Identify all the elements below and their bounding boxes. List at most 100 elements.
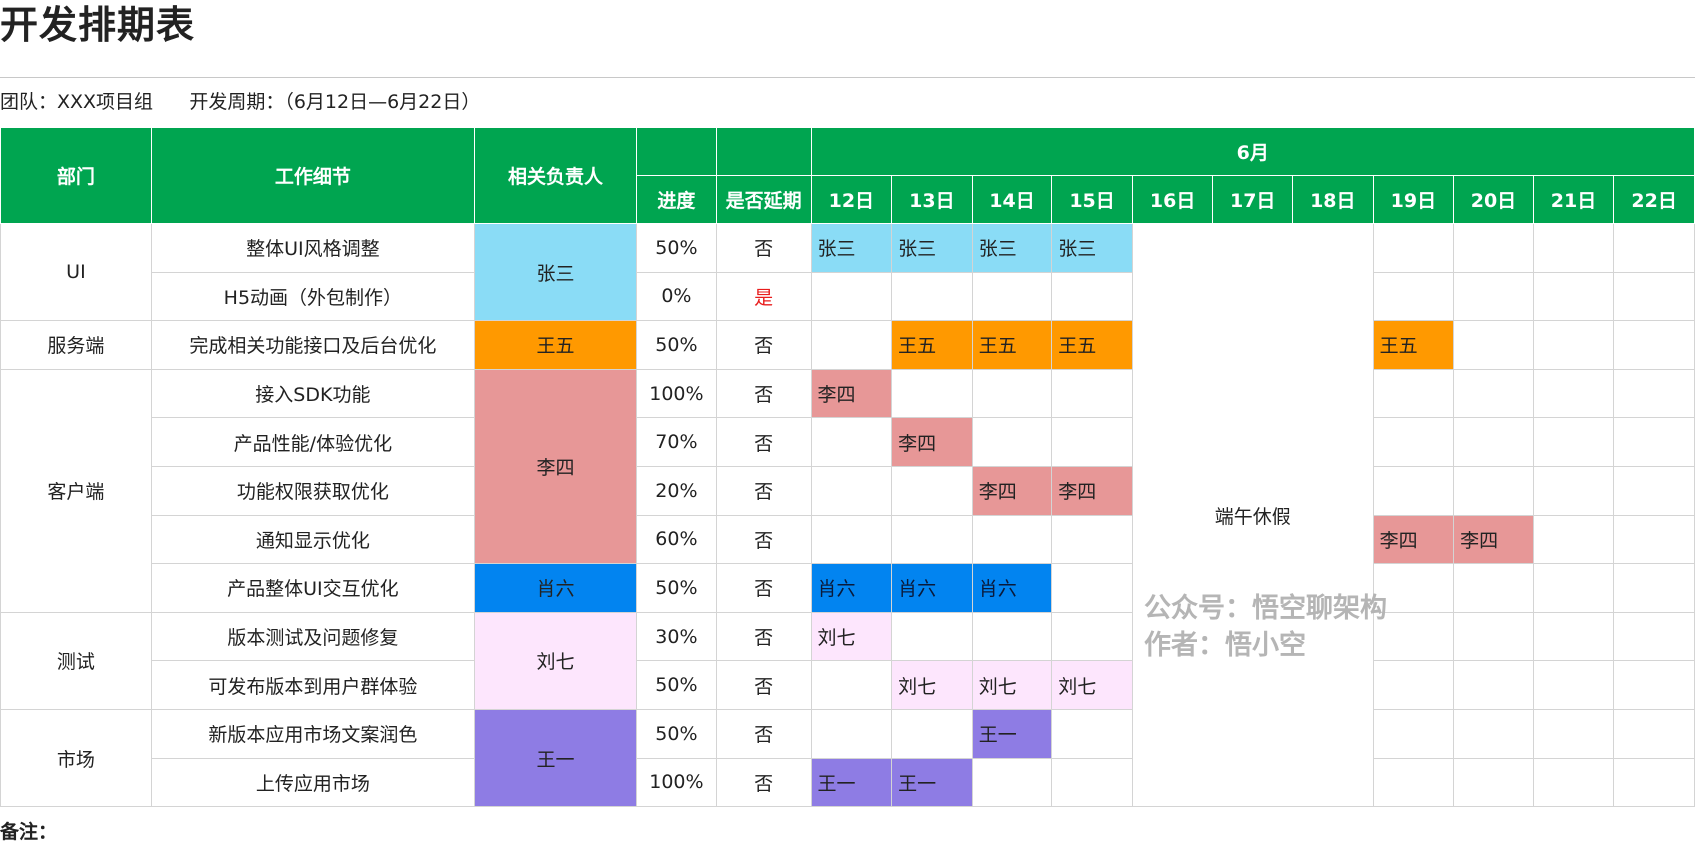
- day-cell: [971, 757, 1053, 808]
- delay-cell: 否: [715, 514, 812, 565]
- day-cell: [1372, 271, 1455, 322]
- day-cell: [1532, 757, 1615, 808]
- day-cell: [1051, 611, 1133, 662]
- delay-cell: 否: [715, 660, 812, 710]
- header-owner: 相关负责人: [473, 127, 638, 224]
- task-cell: 通知显示优化: [150, 514, 475, 565]
- delay-cell: 否: [715, 611, 812, 662]
- header-day: 14日: [971, 175, 1053, 224]
- day-cell: [891, 514, 973, 565]
- header-task: 工作细节: [150, 127, 475, 224]
- dept-cell: 市场: [0, 708, 152, 808]
- project-info: 团队：XXX项目组 开发周期：（6月12日—6月22日）: [0, 90, 480, 114]
- assignment-cell: 刘七: [810, 611, 893, 662]
- header-day: 19日: [1372, 175, 1455, 224]
- day-cell: [891, 611, 973, 662]
- assignment-cell: 李四: [971, 465, 1053, 516]
- day-cell: [1613, 417, 1695, 467]
- holiday-cell: 端午休假: [1131, 222, 1374, 808]
- day-cell: [1613, 320, 1695, 370]
- day-cell: [1372, 368, 1455, 419]
- day-cell: [810, 708, 893, 759]
- day-cell: [1613, 271, 1695, 322]
- day-cell: [1372, 708, 1455, 759]
- progress-cell: 20%: [636, 465, 717, 516]
- assignment-cell: 王一: [891, 757, 973, 808]
- task-cell: 整体UI风格调整: [150, 223, 475, 273]
- header-day: 18日: [1292, 175, 1374, 224]
- header-blank-progress: [636, 127, 717, 176]
- header-progress: 进度: [636, 175, 717, 224]
- day-cell: [1613, 223, 1695, 273]
- day-cell: [891, 368, 973, 419]
- day-cell: [1532, 320, 1615, 370]
- delay-cell: 否: [715, 465, 812, 516]
- day-cell: [1453, 271, 1534, 322]
- dept-cell: 测试: [0, 611, 152, 710]
- day-cell: [1613, 660, 1695, 710]
- table-row: H5动画（外包制作） 0% 是: [1, 271, 1695, 322]
- progress-cell: 50%: [636, 708, 717, 759]
- header-delay: 是否延期: [715, 175, 812, 224]
- title-divider: [0, 77, 1695, 78]
- day-cell: [1051, 368, 1133, 419]
- assignment-cell: 张三: [810, 223, 893, 273]
- day-cell: [1453, 660, 1534, 710]
- task-cell: 版本测试及问题修复: [150, 611, 475, 662]
- day-cell: [1532, 660, 1615, 710]
- day-cell: [810, 320, 893, 370]
- assignment-cell: 李四: [810, 368, 893, 419]
- progress-cell: 60%: [636, 514, 717, 565]
- table-row: 测试 版本测试及问题修复 刘七 30% 否刘七: [0, 611, 1695, 710]
- delay-cell: 否: [715, 320, 812, 370]
- day-cell: [1453, 368, 1534, 419]
- owner-cell: 李四: [473, 368, 638, 565]
- day-cell: [891, 708, 973, 759]
- day-cell: [891, 465, 973, 516]
- progress-cell: 70%: [636, 417, 717, 467]
- table-row: 客户端 接入SDK功能 李四 100% 否李四: [0, 368, 1695, 613]
- task-cell: 新版本应用市场文案润色: [150, 708, 475, 759]
- assignment-cell: 肖六: [971, 563, 1053, 613]
- info-spacer: [153, 91, 189, 113]
- day-cell: [1613, 563, 1695, 613]
- header-day: 22日: [1613, 175, 1695, 224]
- owner-cell: 刘七: [473, 611, 638, 710]
- assignment-cell: 王五: [971, 320, 1053, 370]
- assignment-cell: 李四: [891, 417, 973, 467]
- table-row: 功能权限获取优化 20% 否 李四 李四: [1, 465, 1695, 516]
- assignment-cell: 王五: [1051, 320, 1133, 370]
- progress-cell: 50%: [636, 563, 717, 613]
- day-cell: [1613, 514, 1695, 565]
- day-cell: [810, 514, 893, 565]
- task-cell: 完成相关功能接口及后台优化: [150, 320, 475, 370]
- delay-cell: 否: [715, 757, 812, 808]
- progress-cell: 100%: [636, 368, 717, 419]
- day-cell: [1453, 563, 1534, 613]
- owner-cell: 肖六: [473, 563, 638, 613]
- table-row: 可发布版本到用户群体验 50% 否刘七 刘七 刘七: [1, 660, 1695, 710]
- task-cell: 可发布版本到用户群体验: [150, 660, 475, 710]
- progress-cell: 100%: [636, 757, 717, 808]
- assignment-cell: 王一: [810, 757, 893, 808]
- header-day: 20日: [1453, 175, 1534, 224]
- progress-cell: 50%: [636, 320, 717, 370]
- day-cell: [810, 417, 893, 467]
- day-cell: [1613, 757, 1695, 808]
- owner-cell: 王五: [473, 320, 638, 370]
- day-cell: [1532, 563, 1615, 613]
- delay-cell: 否: [715, 563, 812, 613]
- assignment-cell: 张三: [1051, 223, 1133, 273]
- day-cell: [1532, 271, 1615, 322]
- header-blank-delay: [715, 127, 812, 176]
- day-cell: [1532, 611, 1615, 662]
- task-cell: 产品性能/体验优化: [150, 417, 475, 467]
- assignment-cell: 肖六: [891, 563, 973, 613]
- day-cell: [810, 465, 893, 516]
- progress-cell: 50%: [636, 223, 717, 273]
- header-day: 21日: [1532, 175, 1615, 224]
- day-cell: [971, 417, 1053, 467]
- period-label: 开发周期：（6月12日—6月22日）: [189, 91, 481, 113]
- day-cell: [1051, 563, 1133, 613]
- table-row: 上传应用市场 100% 否王一 王一: [1, 757, 1695, 808]
